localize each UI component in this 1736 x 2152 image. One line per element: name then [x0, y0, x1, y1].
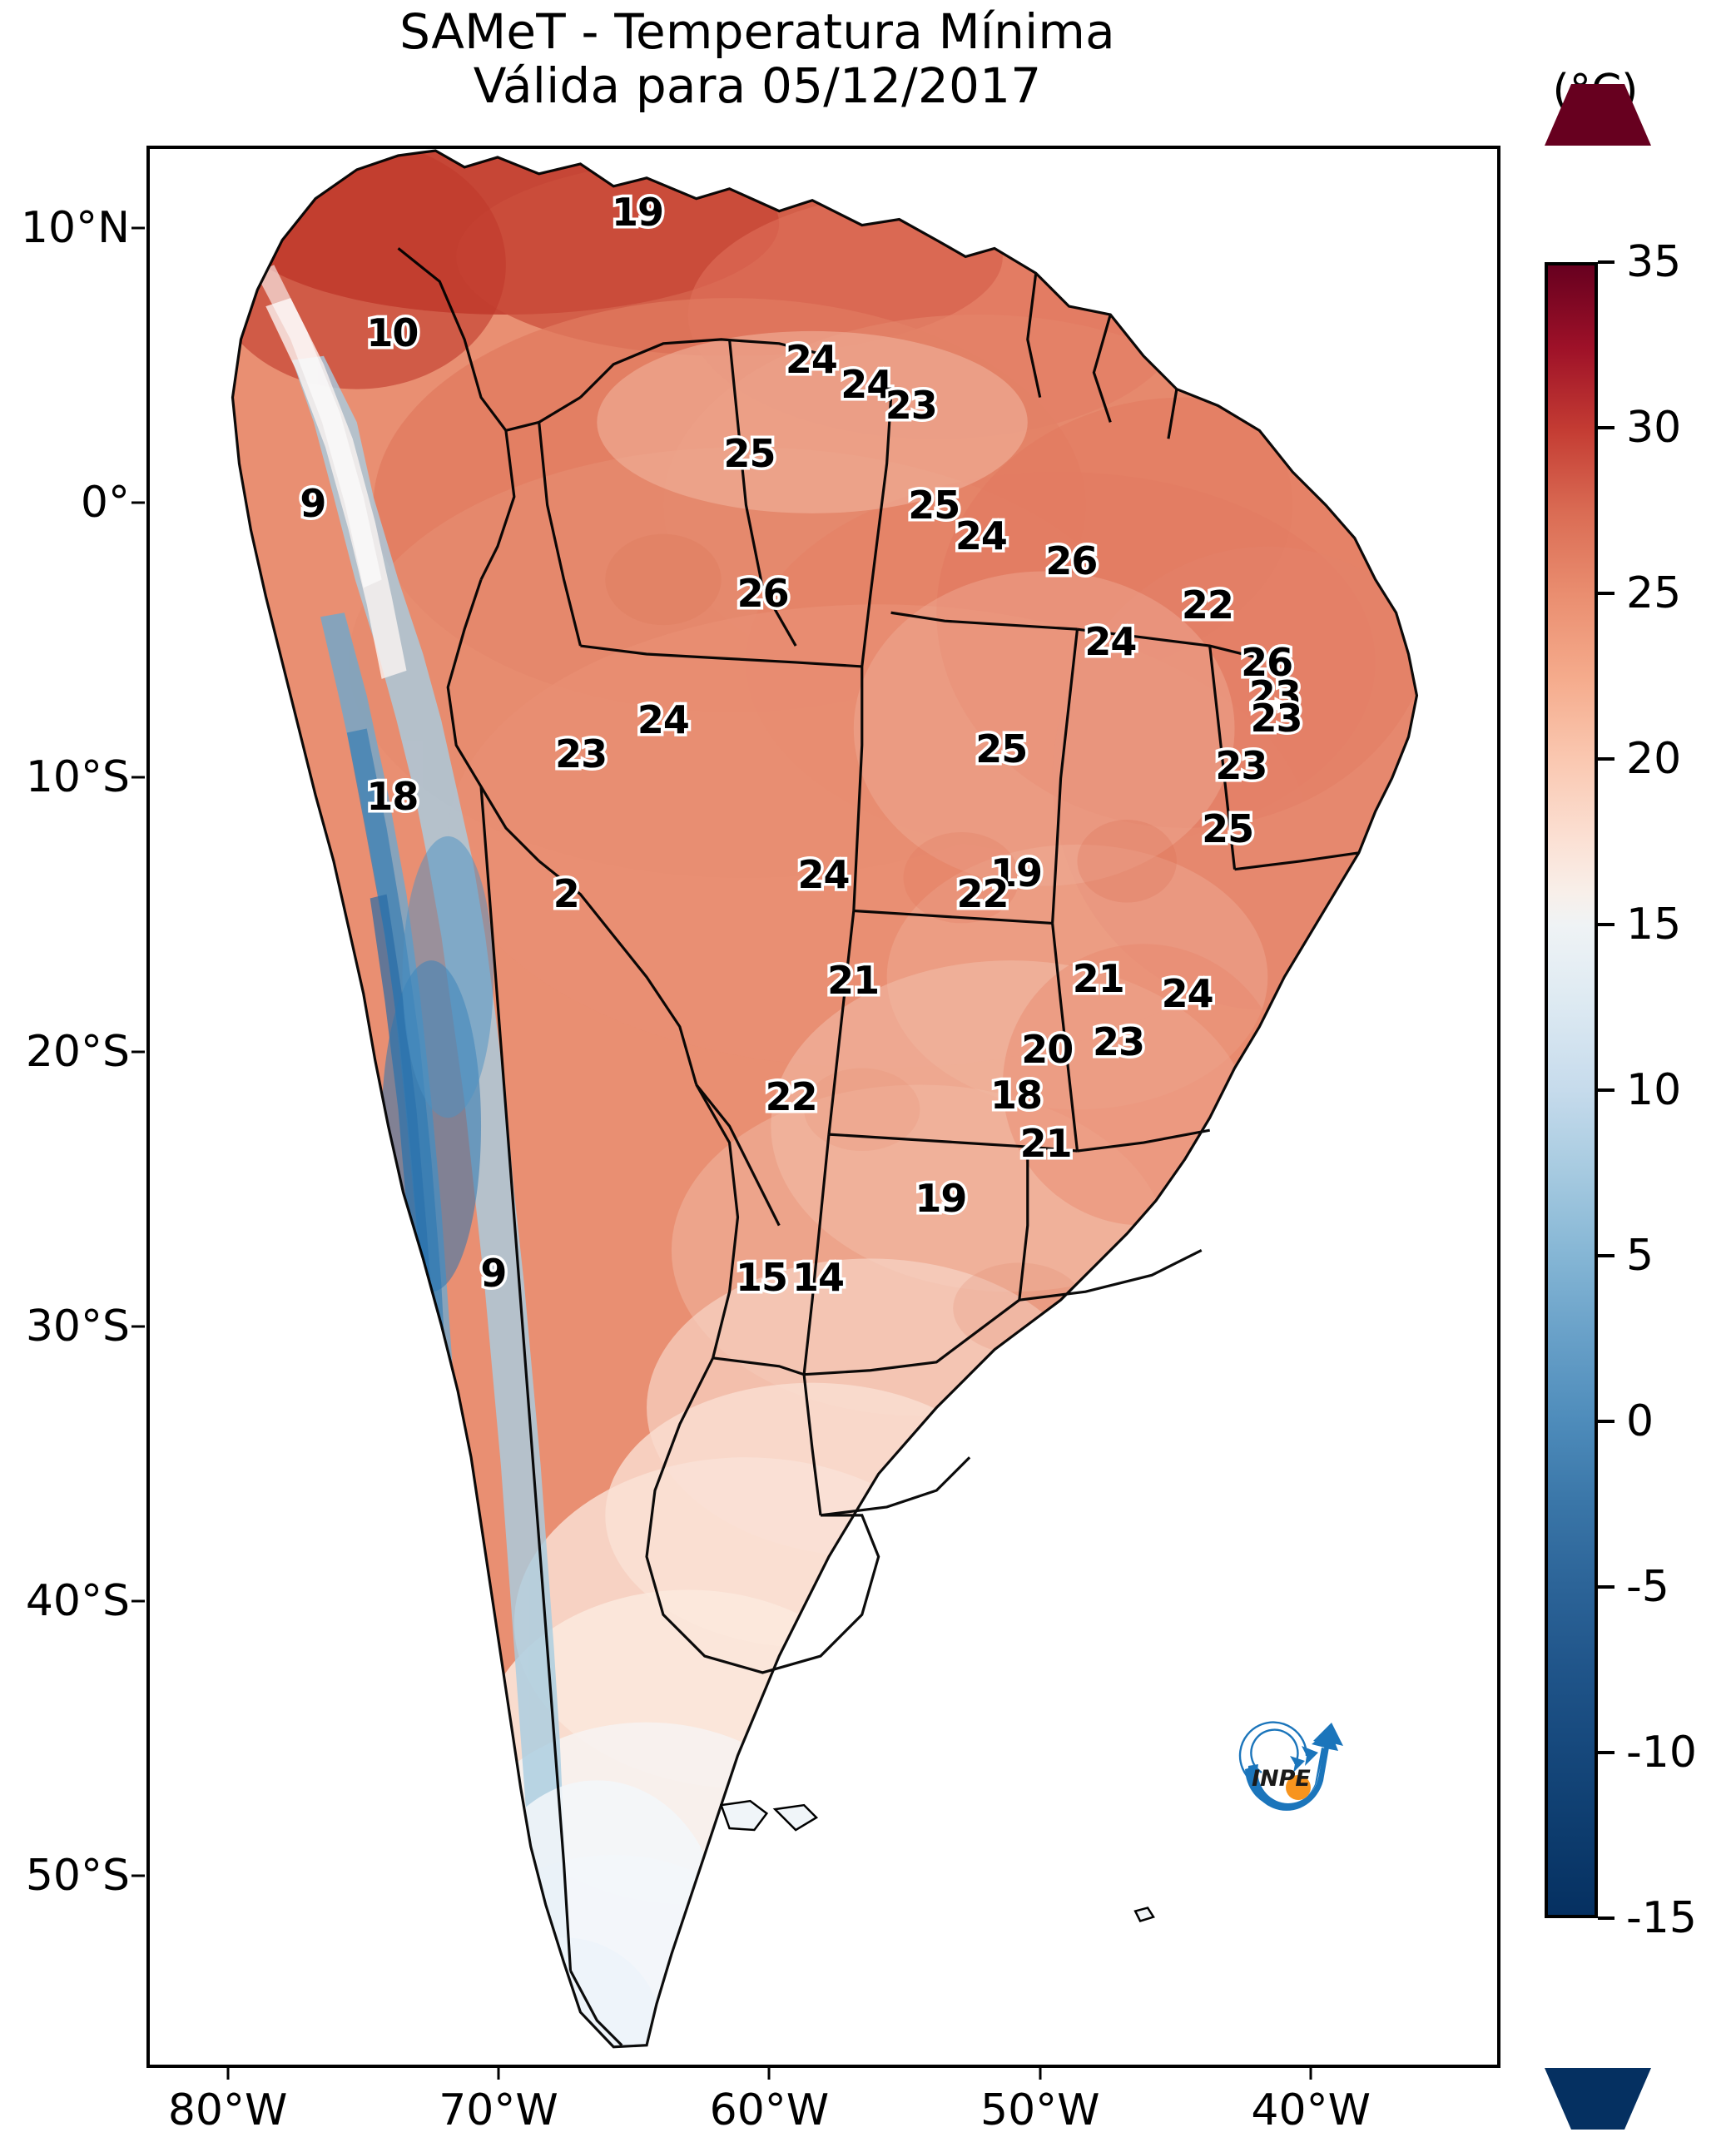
temperature-value-label: 18	[988, 1070, 1046, 1121]
colorbar-tick-mark	[1598, 1916, 1614, 1920]
temperature-value-label: 19	[912, 1173, 970, 1224]
temperature-value-label: 24	[952, 511, 1010, 562]
temperature-value-label: 23	[1247, 692, 1306, 743]
y-tick-mark	[131, 501, 145, 504]
colorbar-tick-label: 5	[1626, 1231, 1654, 1281]
colorbar-tick-mark	[1598, 923, 1614, 926]
x-axis-labels: 80°W 70°W 60°W 50°W 40°W	[0, 2066, 1736, 2137]
title-line-2: Válida para 05/12/2017	[473, 57, 1042, 114]
temperature-value-label: 22	[954, 869, 1012, 920]
colorbar-tick-label: 15	[1626, 900, 1682, 950]
temperature-value-label: 19	[609, 186, 667, 237]
x-tick-mark	[497, 2066, 500, 2080]
temperature-value-label: 25	[905, 480, 964, 531]
temperature-value-label: 18	[364, 771, 422, 822]
x-tick-mark	[767, 2066, 771, 2080]
temperature-value-label: 19	[988, 848, 1046, 899]
temperature-value-label: 2	[550, 869, 583, 920]
colorbar-extend-bottom	[1545, 2068, 1651, 2130]
colorbar-tick-label: 20	[1626, 734, 1682, 784]
temperature-value-label: 24	[795, 850, 853, 900]
x-tick-label: 40°W	[1251, 2085, 1371, 2135]
temperature-value-label: 20	[1019, 1024, 1077, 1074]
colorbar-tick-mark	[1598, 592, 1614, 595]
map-raster-container	[150, 149, 1497, 2065]
temperature-value-label: 23	[1246, 670, 1304, 721]
colorbar-tick-mark	[1598, 1585, 1614, 1589]
colorbar-tick-mark	[1598, 1254, 1614, 1257]
temperature-heatmap	[231, 149, 1419, 2049]
temperature-value-label: 24	[782, 335, 841, 385]
x-tick-mark	[1309, 2066, 1312, 2080]
colorbar-tick-label: 25	[1626, 568, 1682, 618]
temperature-value-label: 21	[1017, 1118, 1075, 1168]
y-tick-label: 10°N	[20, 203, 130, 253]
temperature-value-label: 23	[1090, 1016, 1148, 1067]
temperature-value-label: 24	[634, 694, 692, 745]
temperature-value-label: 25	[973, 723, 1031, 774]
y-tick-label: 0°	[80, 478, 130, 528]
temperature-value-label: 26	[734, 568, 792, 619]
x-tick-label: 60°W	[709, 2085, 830, 2135]
temperature-value-label: 26	[1238, 637, 1297, 687]
colorbar-tick-label: -10	[1626, 1728, 1697, 1778]
temperature-value-label: 25	[721, 429, 779, 479]
temperature-value-label: 22	[1178, 579, 1237, 630]
colorbar-tick-label: -15	[1626, 1893, 1697, 1943]
temperature-value-label: 24	[838, 359, 896, 410]
temperature-value-label: 9	[478, 1248, 510, 1299]
y-tick-mark	[131, 776, 145, 779]
temperature-value-label: 21	[825, 955, 883, 1006]
y-tick-mark	[131, 1050, 145, 1054]
y-tick-label: 10°S	[25, 752, 130, 802]
page-title: SAMeT - Temperatura Mínima Válida para 0…	[83, 5, 1431, 113]
colorbar-extend-top	[1545, 84, 1651, 146]
y-tick-label: 40°S	[25, 1576, 130, 1626]
colorbar-tick-mark	[1598, 1751, 1614, 1754]
temperature-value-label: 23	[1213, 741, 1271, 791]
y-tick-label: 30°S	[25, 1302, 130, 1351]
y-tick-label: 20°S	[25, 1027, 130, 1077]
colorbar-ticks: -15 -10 -5 0 5 10 15 20 25 30 35	[1598, 237, 1731, 1943]
y-tick-label: 50°S	[25, 1851, 130, 1901]
inpe-logo: INPE	[1238, 1721, 1343, 1811]
colorbar-tick-label: 30	[1626, 403, 1682, 453]
colorbar-tick-mark	[1598, 426, 1614, 429]
colorbar-tick-mark	[1598, 260, 1614, 264]
temperature-value-label: 23	[882, 380, 940, 431]
temperature-value-label: 25	[1199, 804, 1257, 855]
colorbar-tick-mark	[1598, 1088, 1614, 1092]
y-tick-mark	[131, 1599, 145, 1603]
colorbar-tick-label: 10	[1626, 1065, 1682, 1115]
temperature-value-label: 21	[1069, 953, 1128, 1004]
temperature-value-label: 9	[297, 478, 330, 528]
temperature-value-label: 14	[790, 1252, 848, 1302]
y-tick-mark	[131, 1325, 145, 1328]
colorbar[interactable]: (°C) -15 -10 -5 0 5 10 15 20 25 30 35	[1545, 66, 1736, 2130]
temperature-value-label: 24	[1158, 969, 1217, 1019]
map-plot-area[interactable]: 19 10 24 24 23 25 9 25 24 26 26 22 24 26 23 23 24 23 25 23 1…	[146, 146, 1500, 2068]
x-tick-mark	[1039, 2066, 1042, 2080]
title-line-1: SAMeT - Temperatura Mínima	[399, 3, 1115, 60]
x-tick-label: 70°W	[439, 2085, 558, 2135]
x-tick-label: 80°W	[167, 2085, 288, 2135]
x-tick-label: 50°W	[980, 2085, 1100, 2135]
y-tick-mark	[131, 1874, 145, 1877]
temperature-value-label: 15	[733, 1252, 791, 1302]
temperature-value-label: 23	[553, 729, 611, 780]
temperature-value-label: 26	[1043, 535, 1101, 586]
colorbar-gradient[interactable]	[1545, 262, 1598, 1918]
inpe-logo-text: INPE	[1252, 1766, 1311, 1792]
temperature-value-label: 24	[1082, 616, 1140, 667]
colorbar-tick-label: -5	[1626, 1562, 1669, 1612]
colorbar-tick-mark	[1598, 757, 1614, 761]
y-axis-labels: 10°N 0° 10°S 20°S 30°S 40°S 50°S	[0, 0, 145, 2152]
colorbar-tick-mark	[1598, 1420, 1614, 1423]
colorbar-tick-label: 0	[1626, 1396, 1654, 1446]
y-tick-mark	[131, 226, 145, 230]
temperature-value-label: 22	[762, 1072, 821, 1123]
x-tick-mark	[226, 2066, 230, 2080]
colorbar-tick-label: 35	[1626, 237, 1682, 287]
temperature-value-label: 10	[364, 307, 422, 358]
